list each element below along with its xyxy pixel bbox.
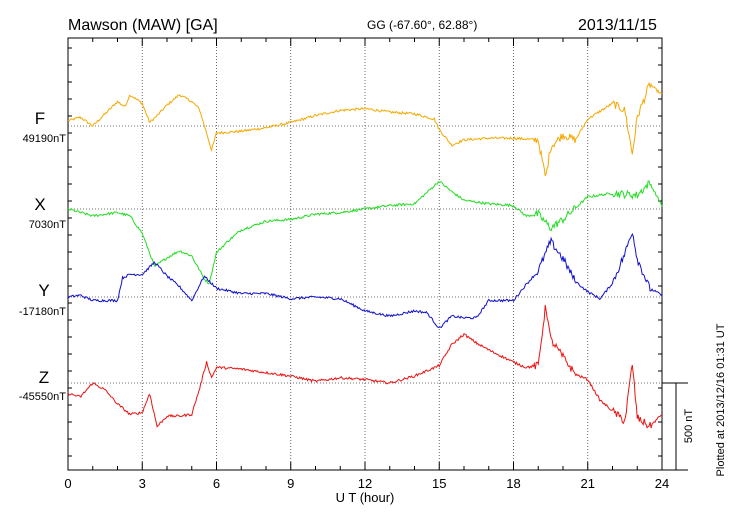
series-label-X: X <box>34 195 45 214</box>
grid-lines <box>68 38 662 470</box>
data-series <box>67 81 663 429</box>
x-tick-labels: 0 3 6 9 12 15 18 21 24 <box>64 476 669 491</box>
series-line-Z <box>67 304 663 429</box>
axis-ticks <box>67 38 663 470</box>
series-label-F: F <box>35 109 45 128</box>
chart-date: 2013/11/15 <box>578 17 657 34</box>
chart-title: Mawson (MAW) [GA] <box>68 17 218 34</box>
x-tick-label: 24 <box>655 476 669 491</box>
series-label-Y: Y <box>38 281 49 300</box>
x-tick-label: 15 <box>432 476 446 491</box>
x-tick-label: 21 <box>581 476 595 491</box>
station-coordinates: GG (-67.60°, 62.88°) <box>367 18 477 32</box>
x-tick-label: 3 <box>139 476 146 491</box>
x-tick-label: 12 <box>358 476 372 491</box>
baseline-label-F: 49190nT <box>23 133 67 145</box>
series-line-Y <box>67 232 663 329</box>
plotted-timestamp: Plotted at 2013/12/16 01:31 UT <box>715 323 727 476</box>
baseline-label-Z: -45550nT <box>19 391 66 403</box>
series-line-F <box>67 81 663 177</box>
series-label-Z: Z <box>39 368 49 387</box>
baseline-label-X: 7030nT <box>29 219 67 231</box>
x-tick-label: 6 <box>213 476 220 491</box>
x-tick-label: 9 <box>287 476 294 491</box>
scale-bar-label: 500 nT <box>683 409 695 444</box>
scale-bar <box>662 382 688 471</box>
x-axis-label: U T (hour) <box>336 490 395 505</box>
series-line-X <box>67 180 663 285</box>
x-tick-label: 18 <box>506 476 520 491</box>
baseline-label-Y: -17180nT <box>19 306 66 318</box>
x-tick-label: 0 <box>64 476 71 491</box>
